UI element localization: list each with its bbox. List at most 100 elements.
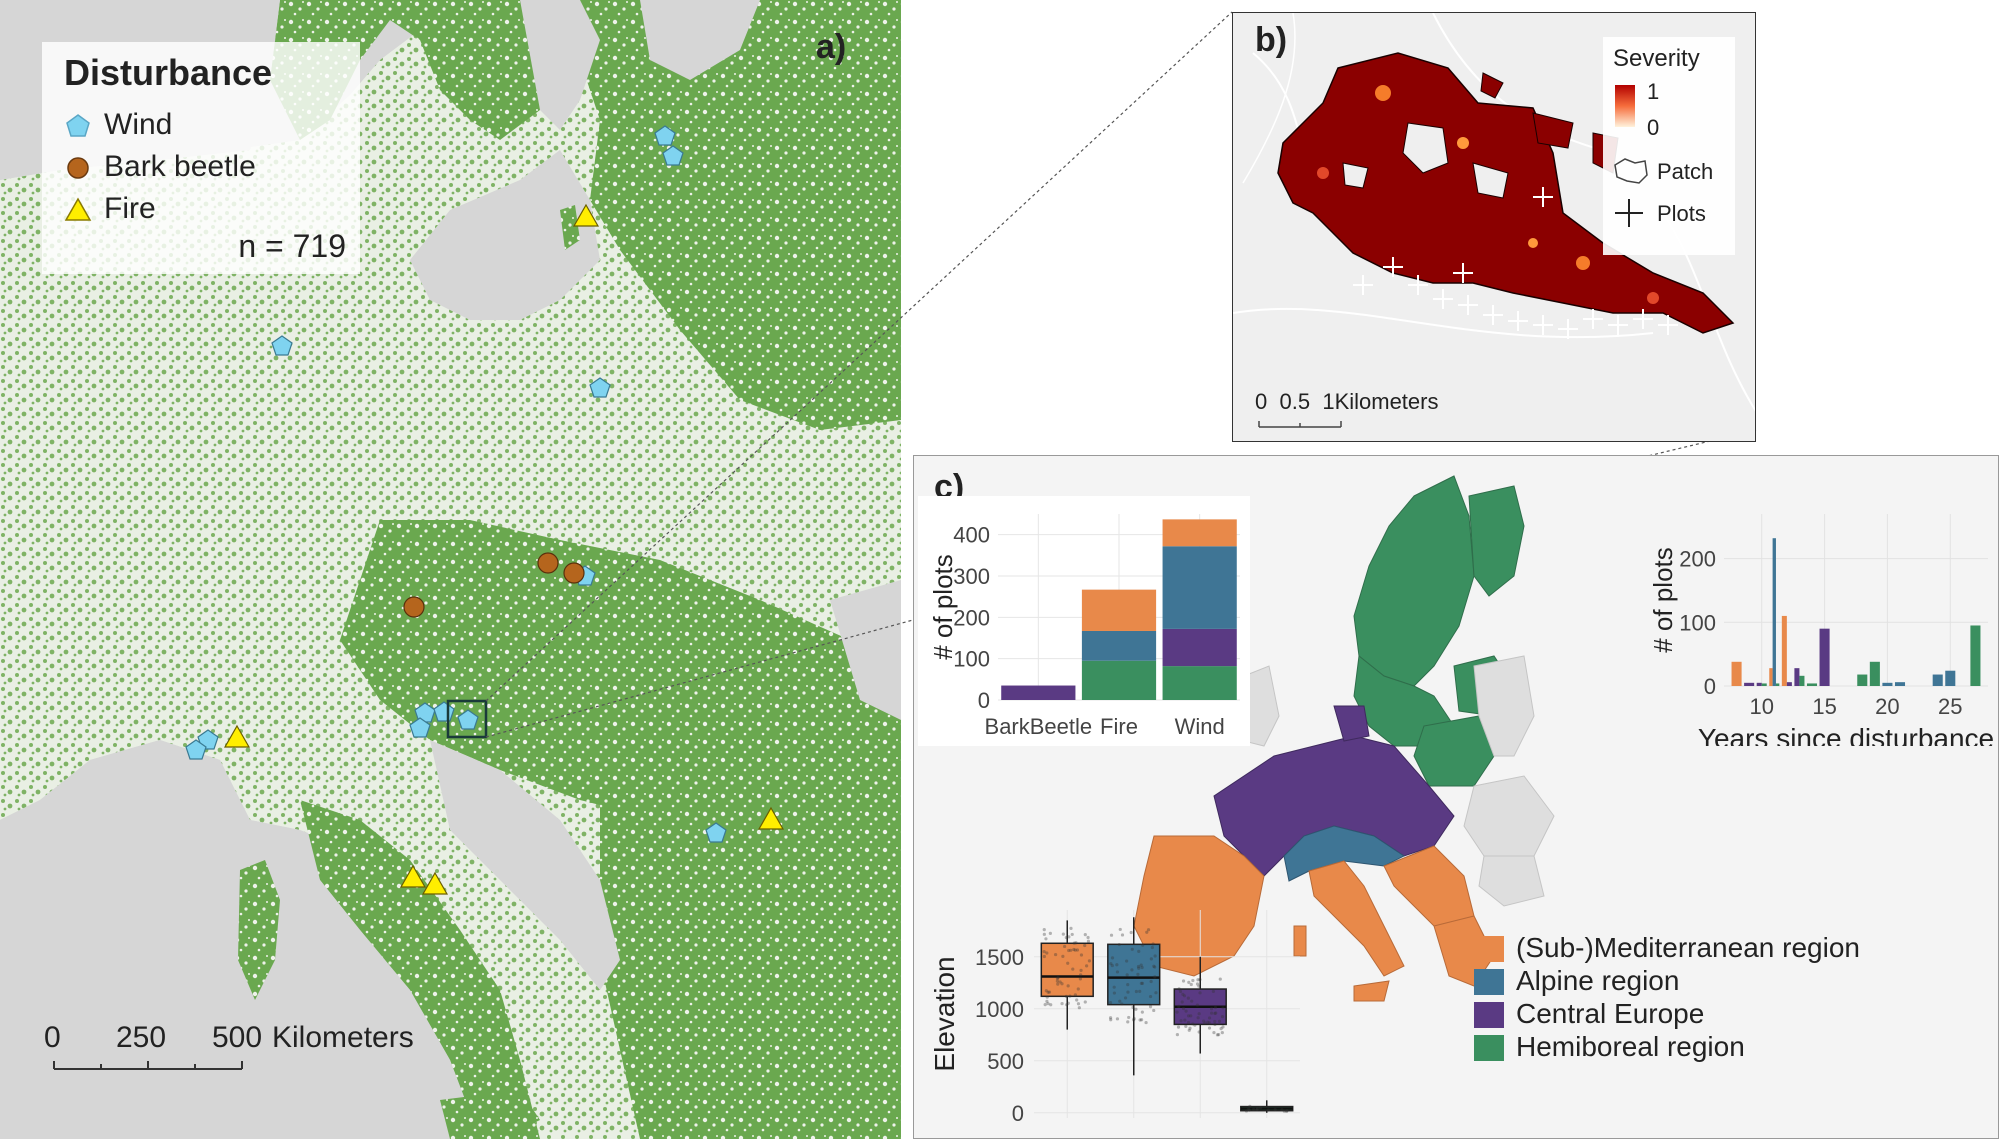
- jitter-point: [1184, 1009, 1188, 1013]
- jitter-point: [1083, 1000, 1087, 1004]
- jitter-point: [1182, 994, 1187, 998]
- jitter-point: [1076, 987, 1080, 991]
- jitter-point: [1126, 983, 1130, 987]
- patch-legend-label: Patch: [1657, 159, 1714, 184]
- stacked-bar-segment: [1081, 630, 1157, 661]
- jitter-point: [1132, 1016, 1136, 1021]
- severity-legend: Severity 1 0 Patch Plots: [1603, 37, 1735, 255]
- stacked-bar-segment: [1162, 628, 1237, 667]
- jitter-point: [1191, 978, 1195, 983]
- jitter-point: [1152, 1008, 1156, 1013]
- year-bar: [1806, 683, 1818, 686]
- patch-map: [1233, 13, 1755, 412]
- jitter-point: [1066, 984, 1070, 988]
- year-bar: [1869, 661, 1880, 686]
- y-tick-label: 400: [953, 523, 990, 548]
- jitter-point: [1186, 1020, 1191, 1025]
- x-tick-label: 15: [1812, 694, 1836, 719]
- jitter-point: [1129, 930, 1133, 935]
- region-legend-item: Alpine region: [1474, 965, 1984, 999]
- year-bar: [1799, 675, 1805, 686]
- jitter-point: [1197, 1012, 1201, 1016]
- jitter-point: [1126, 1020, 1130, 1024]
- plots-legend-label: Plots: [1657, 201, 1706, 226]
- wind-pentagon-icon: [66, 114, 90, 137]
- jitter-point: [1150, 945, 1154, 950]
- jitter-point: [1042, 950, 1046, 954]
- year-bar: [1744, 682, 1755, 686]
- jitter-point: [1247, 1108, 1251, 1112]
- jitter-point: [1195, 1003, 1199, 1007]
- year-bar: [1731, 661, 1742, 686]
- jitter-point: [1137, 966, 1141, 970]
- patch-outline-icon: [1614, 158, 1648, 184]
- legend-item-fire: Fire: [64, 192, 344, 232]
- jitter-point: [1140, 1010, 1144, 1014]
- jitter-point: [1187, 1028, 1191, 1032]
- jitter-point: [1255, 1107, 1259, 1111]
- jitter-point: [1125, 973, 1129, 977]
- fire-triangle-icon: [64, 197, 92, 221]
- jitter-point: [1120, 1002, 1124, 1006]
- region-swatch: [1474, 1035, 1504, 1061]
- jitter-point: [1193, 1023, 1197, 1027]
- jitter-point: [1055, 976, 1060, 981]
- jitter-point: [1109, 1018, 1113, 1022]
- wind-site-marker: [409, 717, 431, 738]
- jitter-point: [1138, 989, 1142, 993]
- region-label: Central Europe: [1516, 998, 1705, 1029]
- year-bar: [1775, 683, 1780, 686]
- year-bar: [1794, 668, 1800, 686]
- jitter-point: [1069, 926, 1073, 931]
- stacked-bar-segment: [1162, 519, 1237, 547]
- jitter-point: [1083, 933, 1087, 937]
- jitter-point: [1180, 1000, 1184, 1004]
- x-tick-label: Fire: [1100, 714, 1138, 739]
- x-tick-label: Wind: [1175, 714, 1225, 739]
- jitter-point: [1212, 1030, 1216, 1035]
- jitter-point: [1138, 1018, 1142, 1022]
- jitter-point: [1188, 1026, 1192, 1030]
- year-bar: [1857, 674, 1868, 686]
- jitter-point: [1137, 949, 1141, 953]
- jitter-point: [1195, 982, 1200, 986]
- map-scalebar: 0 250 500 Kilometers: [40, 1015, 414, 1075]
- jitter-point: [1149, 957, 1153, 961]
- scalebar-unit: Kilometers: [1334, 389, 1439, 414]
- jitter-point: [1153, 975, 1157, 979]
- wind-site-marker: [433, 701, 455, 722]
- jitter-point: [1217, 1033, 1221, 1037]
- jitter-point: [1146, 928, 1151, 932]
- jitter-point: [1075, 998, 1079, 1002]
- jitter-point: [1060, 982, 1064, 986]
- box-body: [1107, 943, 1161, 1006]
- patch-area: [1277, 52, 1735, 334]
- jitter-point: [1187, 980, 1191, 985]
- jitter-point: [1112, 985, 1116, 989]
- jitter-point: [1273, 1108, 1277, 1112]
- region-label: (Sub-)Mediterranean region: [1516, 932, 1860, 963]
- severity-color-ramp: [1615, 85, 1635, 127]
- x-tick-label: BarkBeetle: [985, 714, 1093, 739]
- y-tick-label: 0: [978, 688, 990, 713]
- jitter-point: [1042, 954, 1046, 959]
- jitter-point: [1178, 989, 1183, 994]
- year-bar: [1781, 615, 1787, 686]
- year-bar: [1882, 682, 1893, 686]
- wind-site-marker: [705, 822, 727, 843]
- jitter-point: [1140, 981, 1145, 985]
- year-bar: [1772, 538, 1776, 686]
- bark-beetle-site-marker: [537, 552, 559, 574]
- jitter-point: [1061, 954, 1065, 958]
- jitter-point: [1148, 994, 1153, 999]
- jitter-point: [1115, 970, 1120, 974]
- fire-site-marker: [399, 864, 427, 888]
- region-legend-item: (Sub-)Mediterranean region: [1474, 932, 1984, 966]
- jitter-point: [1140, 965, 1144, 970]
- jitter-point: [1056, 975, 1060, 980]
- jitter-point: [1210, 1011, 1214, 1015]
- jitter-point: [1152, 964, 1156, 968]
- jitter-point: [1053, 952, 1058, 957]
- jitter-point: [1115, 1017, 1120, 1021]
- jitter-point: [1078, 977, 1083, 981]
